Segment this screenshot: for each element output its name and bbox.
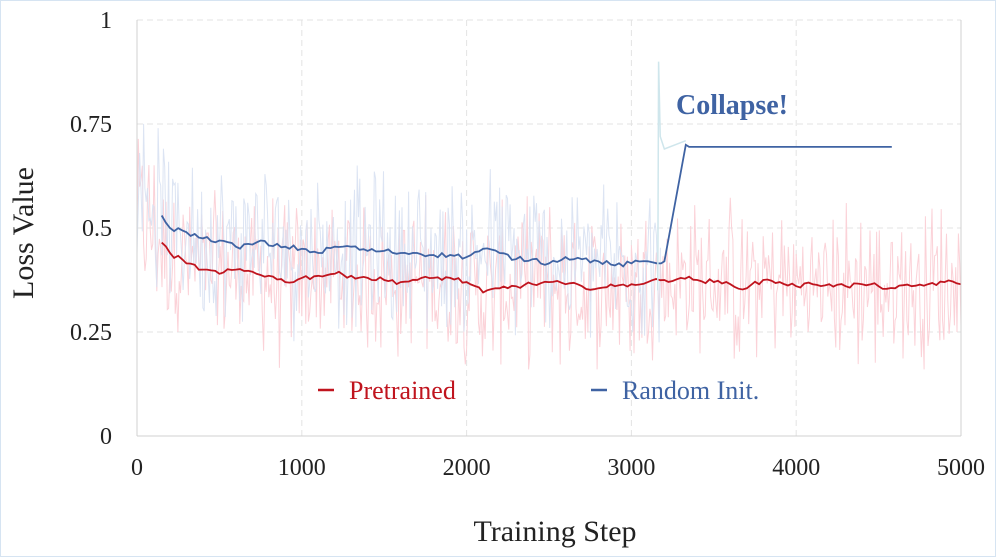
raw-band-random-init (136, 123, 661, 343)
x-tick-label: 4000 (772, 455, 820, 481)
legend-label-random-init: Random Init. (622, 376, 759, 405)
legend-label-pretrained: Pretrained (349, 376, 456, 405)
x-tick-labels: 0 1000 2000 3000 4000 5000 (131, 455, 985, 481)
collapse-spike (657, 61, 687, 291)
series-lines (160, 143, 962, 294)
y-tick-label: 0.75 (70, 112, 112, 138)
y-tick-label: 0.25 (70, 320, 112, 346)
raw-band-pretrained (136, 138, 962, 370)
y-tick-label: 0 (100, 424, 112, 450)
series-line-random-init (160, 143, 892, 268)
y-tick-label: 0.5 (82, 216, 112, 242)
x-tick-label: 1000 (278, 455, 326, 481)
y-tick-labels: 0 0.25 0.5 0.75 1 (70, 8, 112, 450)
y-tick-label: 1 (100, 8, 112, 34)
y-axis-label: Loss Value (7, 167, 40, 299)
legend: Pretrained Random Init. (318, 376, 759, 405)
collapse-spike-trace (657, 61, 687, 291)
collapse-annotation: Collapse! (676, 90, 788, 121)
x-axis-label: Training Step (473, 515, 636, 548)
axes (136, 20, 962, 437)
x-tick-label: 3000 (607, 455, 655, 481)
x-tick-label: 0 (131, 455, 143, 481)
series-line-pretrained (161, 241, 962, 294)
x-tick-label: 2000 (443, 455, 491, 481)
raw-noise-bands (136, 123, 962, 370)
x-tick-label: 5000 (937, 455, 985, 481)
